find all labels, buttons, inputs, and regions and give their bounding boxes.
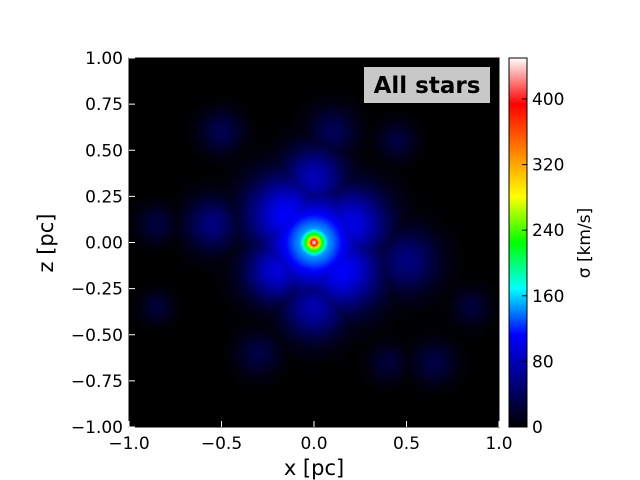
y-tick-label: −0.25 — [71, 280, 123, 300]
x-tick-label: 0.5 — [393, 434, 420, 454]
y-ticks: 1.00 0.75 0.50 0.25 0.00 −0.25 −0.50 −0.75 −1.00 — [71, 49, 135, 438]
colorbar-tick-label: 0 — [532, 418, 543, 438]
colorbar-tick-label: 320 — [532, 156, 564, 176]
y-tick-label: 0.00 — [85, 234, 123, 254]
y-tick-label: 1.00 — [85, 49, 123, 69]
y-tick-label: −0.50 — [71, 326, 123, 346]
x-tick-label: −0.5 — [201, 434, 242, 454]
y-tick-label: 0.50 — [85, 141, 123, 161]
x-tick-label: 0.0 — [300, 434, 327, 454]
panel-label: All stars — [374, 73, 481, 99]
y-tick-label: −1.00 — [71, 418, 123, 438]
panel-label-background — [364, 67, 490, 103]
colorbar-tick-label: 160 — [532, 287, 564, 307]
x-tick-label: 1.0 — [485, 434, 512, 454]
y-tick-label: 0.75 — [85, 95, 123, 115]
y-tick-label: 0.25 — [85, 187, 123, 207]
colorbar-ticks: 0 80 160 240 320 400 — [522, 90, 564, 438]
plot-area: −1.0 −0.5 0.0 0.5 1.0 1.00 0.75 0.50 0.25 0.00 −0… — [71, 49, 513, 454]
colorbar-gradient — [508, 57, 528, 428]
colorbar-label: σ [km/s] — [575, 208, 595, 278]
x-ticks: −1.0 −0.5 0.0 0.5 1.0 — [108, 421, 513, 454]
colorbar-tick-label: 400 — [532, 90, 564, 110]
y-axis-label: z [pc] — [34, 214, 58, 273]
x-axis-label: x [pc] — [284, 456, 344, 480]
heatmap-image — [129, 58, 499, 427]
x-tick-label: −1.0 — [108, 434, 149, 454]
colorbar-tick-label: 240 — [532, 221, 564, 241]
colorbar: 0 80 160 240 320 400 σ [km/s] — [508, 57, 595, 438]
y-tick-label: −0.75 — [71, 372, 123, 392]
panel-label-box: All stars — [364, 67, 490, 103]
colorbar-tick-label: 80 — [532, 352, 554, 372]
